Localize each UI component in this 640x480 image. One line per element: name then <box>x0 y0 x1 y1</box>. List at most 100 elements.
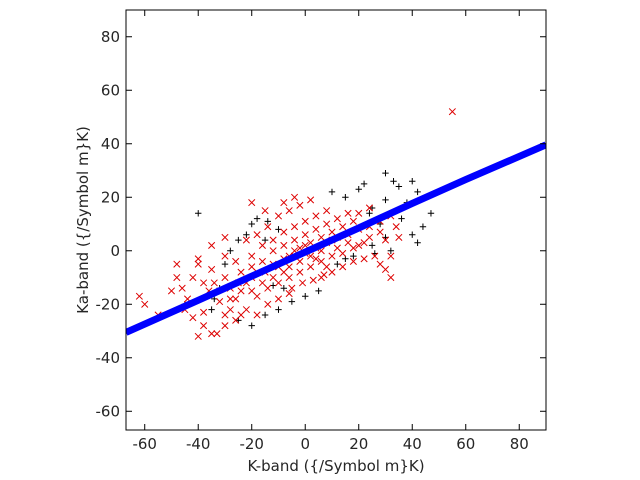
red-x-point-35 <box>296 268 304 276</box>
red-x-point-58 <box>280 228 288 236</box>
black-plus-point-6 <box>390 178 397 185</box>
red-x-point-124 <box>355 209 363 217</box>
red-x-point-115 <box>307 239 315 247</box>
red-x-point-52 <box>323 220 331 228</box>
red-x-point-141 <box>344 239 352 247</box>
red-x-point-85 <box>392 223 400 231</box>
black-plus-point-32 <box>253 215 261 222</box>
black-plus-point-13 <box>414 239 421 246</box>
black-plus-point-8 <box>414 188 421 196</box>
black-plus-point-39 <box>368 242 376 249</box>
red-x-point-121 <box>258 279 266 287</box>
black-plus-point-12 <box>409 231 416 238</box>
red-x-point-2 <box>141 300 149 308</box>
red-x-point-10 <box>200 308 208 316</box>
red-x-point-84 <box>395 233 403 241</box>
black-plus-point-28 <box>227 247 234 254</box>
red-x-point-107 <box>221 233 229 241</box>
red-x-point-45 <box>248 263 256 271</box>
red-x-point-46 <box>258 257 266 266</box>
black-plus-point-17 <box>328 188 336 196</box>
red-x-point-131 <box>312 255 320 263</box>
y-axis-label: Ka-band ({/Symbol m}K) <box>74 126 92 314</box>
red-x-point-11 <box>167 287 176 295</box>
red-x-point-100 <box>285 290 293 298</box>
red-x-point-74 <box>339 263 347 271</box>
red-x-point-1 <box>135 292 143 300</box>
red-x-point-109 <box>194 255 202 263</box>
red-x-point-134 <box>285 263 293 271</box>
red-x-point-17 <box>248 287 256 295</box>
red-x-point-5 <box>208 330 216 338</box>
black-plus-point-48 <box>382 196 389 204</box>
red-x-point-102 <box>387 273 395 282</box>
red-x-point-37 <box>317 257 325 266</box>
red-x-point-13 <box>194 260 202 268</box>
x-tick-label: -40 <box>186 435 211 453</box>
red-x-point-44 <box>237 268 245 276</box>
red-x-point-86 <box>288 284 296 292</box>
red-x-point-93 <box>226 306 234 314</box>
red-x-point-69 <box>307 196 315 204</box>
red-x-point-36 <box>307 263 315 271</box>
y-tick-label: -60 <box>96 402 121 420</box>
black-plus-point-2 <box>261 311 269 319</box>
red-x-point-64 <box>253 231 261 239</box>
red-x-point-82 <box>381 265 390 274</box>
black-plus-point-16 <box>342 194 349 201</box>
red-x-point-63 <box>242 236 250 244</box>
y-tick-label: 40 <box>101 135 120 153</box>
y-tick-label: 80 <box>101 28 120 46</box>
red-x-point-87 <box>299 279 307 287</box>
black-plus-point-15 <box>360 180 368 188</box>
black-plus-point-24 <box>288 298 296 305</box>
red-x-point-65 <box>264 223 272 231</box>
red-x-point-71 <box>232 257 240 266</box>
red-x-point-125 <box>365 204 373 212</box>
red-x-point-88 <box>309 276 317 284</box>
red-x-point-130 <box>296 257 304 266</box>
red-x-point-12 <box>173 273 181 282</box>
red-x-point-76 <box>360 255 368 263</box>
plot-frame <box>125 9 547 431</box>
red-x-point-57 <box>269 236 277 244</box>
red-x-point-34 <box>285 273 293 282</box>
red-x-point-0 <box>448 108 456 116</box>
red-x-point-42 <box>232 295 240 303</box>
red-x-point-6 <box>213 330 221 338</box>
black-plus-point-23 <box>275 306 282 313</box>
red-x-point-51 <box>312 225 320 233</box>
red-x-point-105 <box>261 207 269 215</box>
red-x-point-62 <box>323 207 331 215</box>
black-plus-point-27 <box>221 260 229 268</box>
x-tick-label: 40 <box>403 435 422 453</box>
red-x-point-106 <box>248 199 256 207</box>
red-x-point-79 <box>365 233 373 241</box>
red-x-point-70 <box>221 252 229 260</box>
red-x-point-78 <box>355 241 363 249</box>
red-x-point-59 <box>290 223 299 231</box>
red-x-point-81 <box>381 236 390 244</box>
red-x-point-108 <box>208 241 216 249</box>
red-x-point-97 <box>200 279 208 287</box>
red-x-point-9 <box>189 314 197 322</box>
x-tick-label: 0 <box>300 435 310 453</box>
black-plus-point-1 <box>248 322 255 329</box>
black-plus-point-38 <box>350 252 357 260</box>
red-x-point-136 <box>280 268 288 276</box>
red-x-point-15 <box>221 273 229 282</box>
x-axis-label: K-band ({/Symbol m}K) <box>247 457 424 475</box>
red-x-point-89 <box>320 271 328 279</box>
red-x-point-14 <box>208 265 216 274</box>
black-plus-point-14 <box>395 183 403 190</box>
y-tick-label: 60 <box>101 81 120 99</box>
red-x-point-47 <box>269 247 277 255</box>
red-x-point-4 <box>194 332 202 340</box>
red-x-point-110 <box>173 260 181 268</box>
red-x-point-104 <box>290 193 299 201</box>
red-x-point-144 <box>226 295 234 303</box>
red-x-point-54 <box>344 209 352 217</box>
red-x-point-120 <box>269 273 277 282</box>
red-x-point-145 <box>253 311 261 319</box>
